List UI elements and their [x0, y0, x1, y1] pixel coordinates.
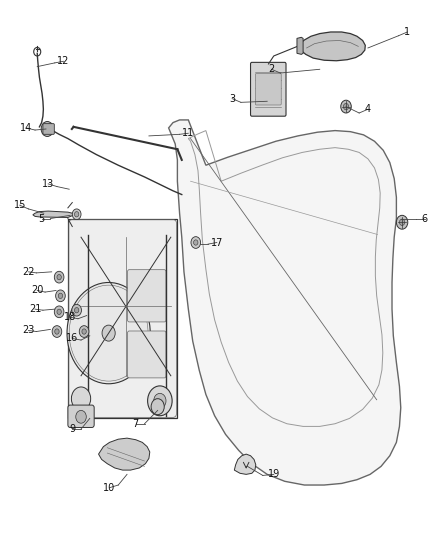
Text: 15: 15: [14, 200, 26, 210]
Circle shape: [341, 100, 351, 113]
Circle shape: [148, 386, 172, 416]
Text: 3: 3: [229, 94, 235, 103]
Circle shape: [41, 122, 53, 136]
FancyBboxPatch shape: [43, 124, 54, 134]
Text: 9: 9: [69, 424, 75, 434]
Circle shape: [79, 326, 89, 337]
Text: 18: 18: [64, 312, 76, 322]
Text: 7: 7: [133, 419, 139, 429]
Circle shape: [191, 237, 201, 248]
Polygon shape: [33, 211, 73, 217]
Circle shape: [54, 306, 64, 318]
FancyBboxPatch shape: [127, 331, 166, 378]
Circle shape: [54, 271, 64, 283]
Circle shape: [343, 103, 349, 110]
FancyBboxPatch shape: [127, 270, 166, 322]
Circle shape: [76, 410, 86, 423]
Circle shape: [72, 209, 81, 220]
Text: 22: 22: [22, 267, 35, 277]
Text: 19: 19: [268, 470, 280, 479]
Circle shape: [396, 215, 408, 229]
Circle shape: [82, 329, 86, 334]
Text: 6: 6: [422, 214, 428, 223]
Text: 5: 5: [39, 214, 45, 223]
Polygon shape: [169, 120, 401, 485]
Circle shape: [72, 304, 81, 316]
Circle shape: [74, 308, 79, 313]
Text: 2: 2: [268, 64, 275, 74]
Polygon shape: [234, 454, 256, 474]
Text: 23: 23: [22, 326, 35, 335]
Circle shape: [67, 282, 150, 384]
FancyBboxPatch shape: [251, 62, 286, 116]
Circle shape: [55, 329, 59, 334]
Bar: [68, 219, 177, 418]
FancyBboxPatch shape: [68, 405, 94, 427]
Text: 13: 13: [42, 179, 54, 189]
Circle shape: [151, 399, 164, 415]
Text: 14: 14: [20, 123, 32, 133]
Circle shape: [57, 274, 61, 280]
Circle shape: [58, 293, 63, 298]
Text: 4: 4: [365, 104, 371, 114]
Text: 21: 21: [29, 304, 41, 314]
Circle shape: [194, 240, 198, 245]
Text: 20: 20: [31, 286, 43, 295]
FancyBboxPatch shape: [255, 74, 281, 105]
Circle shape: [74, 212, 79, 217]
Circle shape: [57, 309, 61, 314]
Text: 12: 12: [57, 56, 70, 66]
Text: 16: 16: [66, 334, 78, 343]
Circle shape: [154, 393, 166, 408]
Polygon shape: [99, 438, 150, 470]
Circle shape: [56, 290, 65, 302]
Text: 10: 10: [103, 483, 116, 492]
Polygon shape: [298, 32, 365, 61]
Text: 1: 1: [404, 27, 410, 37]
Circle shape: [52, 326, 62, 337]
Circle shape: [102, 325, 115, 341]
Text: 17: 17: [211, 238, 223, 247]
Circle shape: [399, 219, 405, 225]
Polygon shape: [297, 37, 303, 54]
Circle shape: [71, 387, 91, 410]
Text: 11: 11: [182, 128, 194, 138]
